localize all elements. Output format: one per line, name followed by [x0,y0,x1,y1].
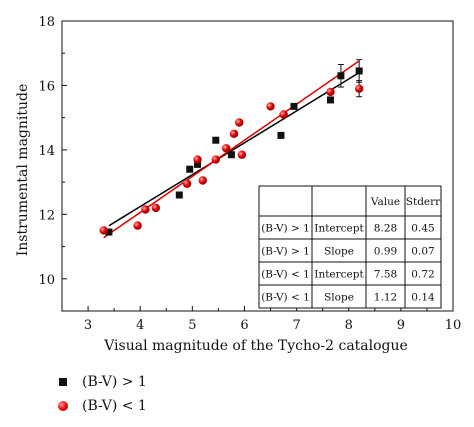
data-point-square [326,96,334,104]
table-cell: Slope [324,292,354,304]
table-header-cell: Stderr [406,196,441,208]
table-cell: Slope [324,246,354,258]
ticks: 3 4 5 6 7 8 9 10 10 12 14 16 18 [38,15,461,333]
x-tick-label: 9 [397,318,405,333]
x-tick-label: 5 [188,318,196,333]
table-cell: 0.07 [411,246,434,258]
data-point-circle [198,176,207,185]
y-tick-label: 10 [38,273,55,288]
data-point-circle [229,129,239,138]
data-point-circle [237,150,247,159]
data-points [99,67,364,236]
table-cell: 0.45 [411,223,434,235]
data-point-circle [354,84,364,93]
legend: (B-V) > 1 (B-V) < 1 [52,370,147,418]
data-point-square [194,160,202,168]
x-tick-label: 10 [445,318,462,333]
x-tick-label: 3 [84,318,92,333]
table-cell: (B-V) > 1 [261,246,310,258]
legend-label: (B-V) < 1 [82,398,147,414]
data-point-circle [211,155,220,164]
plot-frame [61,20,454,312]
circle-marker-icon [58,401,68,411]
legend-item-bv-gt-1: (B-V) > 1 [52,370,147,394]
table-frame [258,185,442,309]
legend-label: (B-V) > 1 [82,374,147,390]
y-tick-label: 12 [38,208,55,223]
data-point-circle [133,221,142,230]
data-point-square [186,165,194,173]
y-axis-label: Instrumental magnitude [15,84,31,257]
y-tick-label: 16 [38,79,55,94]
data-point-circle [182,179,192,188]
data-point-circle [235,118,244,127]
square-marker-icon [59,378,67,386]
x-axis-label: Visual magnitude of the Tycho-2 catalogu… [103,338,408,354]
data-point-square [355,67,363,75]
data-point-circle [222,144,231,153]
table-cell: (B-V) > 1 [261,223,310,235]
x-tick-label: 6 [240,318,248,333]
data-point-circle [266,102,275,111]
table-cell: 1.12 [374,292,397,304]
data-point-square [227,151,235,159]
data-point-circle [193,155,202,164]
data-point-square [212,136,220,144]
data-point-circle [99,226,108,235]
x-tick-label: 8 [345,318,353,333]
stats-table: Value Stderr (B-V) > 1 Intercept 8.28 0.45 (B-… [258,185,442,309]
table-cell: 0.14 [411,292,435,304]
table-cell: Intercept [314,269,364,281]
y-tick-label: 14 [38,144,55,159]
table-cell: 0.72 [411,269,434,281]
data-point-circle [151,203,161,213]
table-cell: (B-V) < 1 [261,292,310,304]
table-cell: 0.99 [374,246,397,258]
data-point-square [105,228,113,236]
data-point-square [175,191,183,199]
table-cell: Intercept [314,223,364,235]
data-point-square [290,102,298,110]
data-point-circle [279,110,288,119]
data-point-square [277,131,285,139]
fit-line-bv-gt-1 [108,71,360,227]
x-tick-label: 7 [292,318,300,333]
x-tick-label: 4 [136,318,144,333]
data-point-circle [326,87,335,97]
legend-item-bv-lt-1: (B-V) < 1 [52,394,147,418]
y-tick-label: 18 [38,15,55,30]
table-cell: 8.28 [374,223,397,235]
table-cell: (B-V) < 1 [261,269,310,281]
data-point-circle [141,205,150,214]
axes [61,20,454,312]
table-header-cell: Value [370,196,400,208]
table-cell: 7.58 [374,269,397,281]
data-point-square [337,72,345,80]
